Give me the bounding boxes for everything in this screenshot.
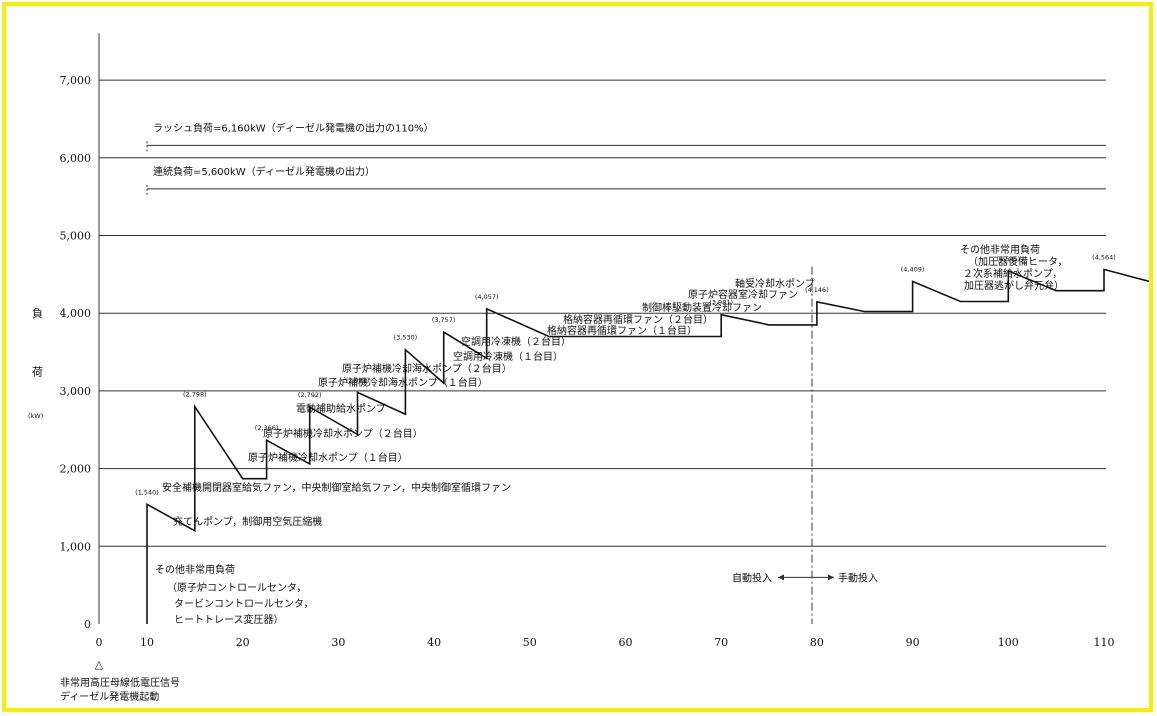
load-label: 軸受冷却水ポンプ bbox=[735, 277, 815, 290]
load-label: ヒートトレース変圧器） bbox=[174, 613, 284, 626]
peak-label: (2,798) bbox=[183, 391, 207, 399]
y-tick-label: 4,000 bbox=[60, 307, 92, 320]
load-label: 空調用冷凍機（１台目） bbox=[453, 350, 563, 363]
peak-label: (3,757) bbox=[432, 316, 456, 324]
peak-label: (4,057) bbox=[475, 293, 499, 301]
axis-ticks: 0 1,000 2,000 3,000 4,000 5,000 6,000 7,000 負荷 (k… bbox=[28, 74, 1115, 649]
load-label: 安全補機開閉器室給気ファン，中央制御室給気ファン，中央制御室循環ファン bbox=[162, 481, 511, 494]
y-tick-label: 3,000 bbox=[60, 385, 92, 398]
trigger-marker-icon: △ bbox=[95, 658, 104, 671]
y-axis-label: 荷 bbox=[32, 365, 43, 378]
arrow-left-icon bbox=[778, 574, 784, 581]
load-annotations: その他非常用負荷 （原子炉コントロールセンタ， タービンコントロールセンタ， ヒートト… bbox=[155, 243, 1068, 626]
load-chart: ラッシュ負荷=6,160kW（ディーゼル発電機の出力の110%） 連続負荷=5,6… bbox=[28, 33, 1149, 703]
y-tick-label: 2,000 bbox=[60, 463, 92, 476]
y-axis-label: 負 bbox=[32, 307, 43, 320]
load-label: 電動補助給水ポンプ bbox=[296, 402, 386, 415]
continuous-load-line-label: 連続負荷=5,600kW（ディーゼル発電機の出力） bbox=[153, 165, 375, 178]
x-tick-label: 50 bbox=[523, 636, 537, 649]
load-label: 原子炉容器室冷却ファン bbox=[688, 288, 798, 301]
load-label: 格納容器再循環ファン（１台目） bbox=[547, 324, 697, 337]
peak-label: (4,564) bbox=[1092, 253, 1116, 261]
y-tick-label: 1,000 bbox=[60, 540, 92, 553]
x-tick-label: 0 bbox=[96, 636, 103, 649]
x-tick-label: 70 bbox=[714, 636, 728, 649]
load-label: その他非常用負荷 bbox=[960, 243, 1040, 256]
trigger-label: 非常用高圧母線低電圧信号 bbox=[60, 676, 180, 689]
peak-label: (3,981) bbox=[709, 299, 733, 307]
peak-label: (2,366) bbox=[255, 424, 279, 432]
peak-labels: (1,540) (2,798) (2,366) (2,792) (2,981) (3,53… bbox=[135, 253, 1116, 496]
manual-label: 手動投入 bbox=[838, 571, 878, 584]
load-limit-lines: ラッシュ負荷=6,160kW（ディーゼル発電機の出力の110%） 連続負荷=5,6… bbox=[146, 121, 1106, 197]
x-tick-label: 110 bbox=[1094, 636, 1115, 649]
peak-label: (4,545) bbox=[996, 255, 1020, 263]
y-axis-unit: (kW) bbox=[28, 412, 43, 420]
y-tick-label: 6,000 bbox=[60, 152, 92, 165]
load-label: 原子炉補機冷却海水ポンプ（２台目） bbox=[342, 362, 512, 375]
load-label: タービンコントロールセンタ， bbox=[174, 598, 314, 610]
peak-label: (4,409) bbox=[901, 265, 925, 273]
load-label: （原子炉コントロールセンタ， bbox=[167, 582, 307, 594]
x-tick-label: 100 bbox=[998, 636, 1019, 649]
y-tick-label: 0 bbox=[84, 618, 91, 631]
load-label: 格納容器再循環ファン（２台目） bbox=[563, 313, 713, 326]
peak-label: (2,981) bbox=[346, 376, 370, 384]
load-label: 制御棒駆動装置冷却ファン bbox=[642, 301, 762, 314]
peak-label: (3,530) bbox=[394, 334, 418, 342]
x-tick-label: 10 bbox=[140, 636, 154, 649]
load-label: ２次系補給水ポンプ， bbox=[963, 267, 1062, 280]
load-label: 原子炉補機冷却水ポンプ（２台目） bbox=[263, 427, 423, 440]
x-tick-label: 90 bbox=[906, 636, 920, 649]
peak-label: (2,792) bbox=[298, 391, 322, 399]
load-label: 原子炉補機冷却水ポンプ（１台目） bbox=[248, 451, 408, 464]
load-label: 空調用冷凍機（２台目） bbox=[461, 335, 571, 348]
load-label: 原子炉補機冷却海水ポンプ（１台目） bbox=[318, 376, 488, 389]
load-label: 加圧器逃がし弁元弁） bbox=[964, 279, 1064, 292]
load-label: 充てんポンプ，制御用空気圧縮機 bbox=[173, 515, 322, 528]
y-tick-label: 7,000 bbox=[60, 74, 92, 87]
load-label: （加圧器後備ヒータ， bbox=[968, 255, 1068, 268]
x-tick-label: 80 bbox=[810, 636, 824, 649]
peak-label: (1,540) bbox=[135, 488, 159, 496]
x-tick-label: 30 bbox=[331, 636, 345, 649]
peak-label: (4,146) bbox=[805, 286, 829, 294]
series-lines: ≈ bbox=[146, 268, 1149, 624]
trigger-label: ディーゼル発電機起動 bbox=[60, 690, 159, 703]
rush-load-line-label: ラッシュ負荷=6,160kW（ディーゼル発電機の出力の110%） bbox=[153, 121, 434, 134]
x-tick-label: 60 bbox=[619, 636, 633, 649]
arrow-right-icon bbox=[828, 574, 834, 581]
x-tick-label: 40 bbox=[427, 636, 441, 649]
y-tick-label: 5,000 bbox=[60, 230, 92, 243]
load-series-line bbox=[146, 268, 1149, 624]
load-label: その他非常用負荷 bbox=[155, 563, 235, 576]
auto-label: 自動投入 bbox=[732, 571, 772, 584]
x-tick-label: 20 bbox=[236, 636, 250, 649]
